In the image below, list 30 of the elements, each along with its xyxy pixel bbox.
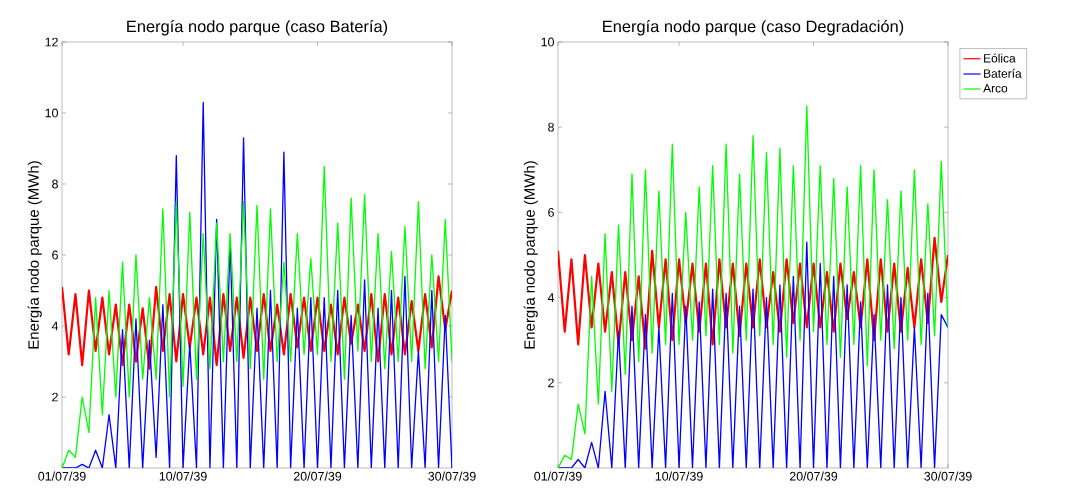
chart-title: Energía nodo parque (caso Degradación) — [603, 19, 904, 36]
y-tick-label: 2 — [52, 392, 58, 402]
y-tick-label: 4 — [51, 321, 59, 331]
y-tick-label: 6 — [52, 250, 58, 260]
y-tick-label: 10 — [45, 108, 58, 118]
y-tick-label: 10 — [541, 37, 554, 47]
chart-title: Energía nodo parque (caso Batería) — [127, 19, 388, 36]
y-tick-label: 2 — [548, 378, 554, 388]
line-series — [62, 165, 452, 468]
y-tick-label: 8 — [52, 179, 58, 189]
y-tick-label: 8 — [548, 122, 554, 132]
legend-label: Eólica — [984, 53, 1016, 63]
line-series — [558, 236, 949, 350]
x-tick-label: 30/07/39 — [924, 471, 972, 481]
y-tick-label: 4 — [547, 293, 555, 302]
line-series — [558, 105, 949, 468]
x-tick-label: 10/07/39 — [655, 471, 703, 481]
x-tick-label: 01/07/39 — [534, 471, 582, 481]
y-axis-title: Energía nodo parque (MWh) — [27, 161, 42, 349]
x-tick-label: 20/07/39 — [293, 471, 342, 481]
x-tick-label: 20/07/39 — [789, 471, 838, 481]
legend-label: Arco — [983, 84, 1008, 93]
x-tick-label: 01/07/39 — [38, 471, 86, 481]
y-axis-title: Energía nodo parque (MWh) — [523, 161, 538, 349]
y-tick-label: 6 — [548, 208, 554, 217]
x-tick-label: 10/07/39 — [159, 471, 207, 481]
legend-label: Batería — [984, 68, 1022, 78]
y-tick-label: 12 — [45, 37, 58, 47]
line-series — [62, 275, 452, 370]
x-tick-label: 30/07/39 — [428, 471, 476, 481]
